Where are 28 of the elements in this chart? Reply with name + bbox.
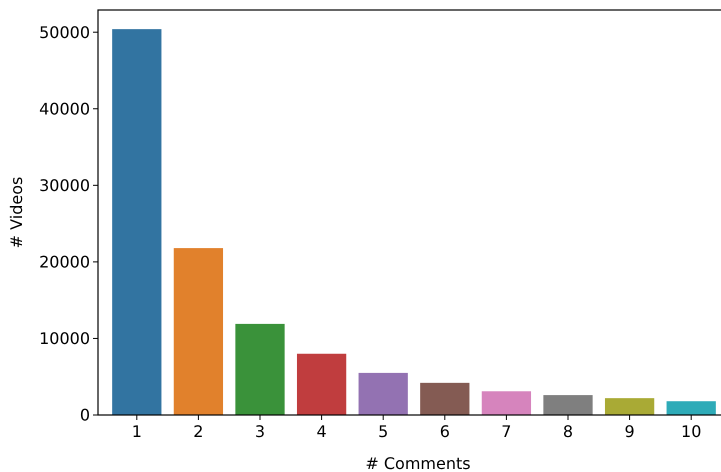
x-tick-label: 4 [316,422,327,441]
x-tick-label: 3 [254,422,266,441]
y-tick-label: 0 [80,406,90,425]
bar [666,401,716,415]
x-tick-label: 6 [440,422,450,441]
y-tick-label: 30000 [39,176,90,195]
x-tick-label: 1 [132,422,142,441]
y-tick-label: 50000 [39,22,90,42]
x-tick-label: 5 [378,422,388,441]
x-tick-label: 9 [624,422,635,441]
bar [604,398,654,415]
bar [543,395,593,415]
bar [174,248,224,415]
x-axis-title: # Comments [365,454,471,472]
y-axis-title: # Videos [7,176,26,248]
x-tick-label: 10 [681,422,702,441]
y-tick-label: 40000 [39,99,90,118]
bar [296,354,346,415]
bar [482,391,532,415]
bar [420,382,470,415]
bar [112,29,162,415]
x-tick-label: 2 [193,422,204,441]
bar [235,324,285,415]
y-tick-label: 10000 [39,329,90,348]
x-tick-label: 7 [501,422,512,441]
y-tick-label: 20000 [39,252,90,272]
bar [358,372,408,415]
x-tick-label: 8 [562,422,574,441]
